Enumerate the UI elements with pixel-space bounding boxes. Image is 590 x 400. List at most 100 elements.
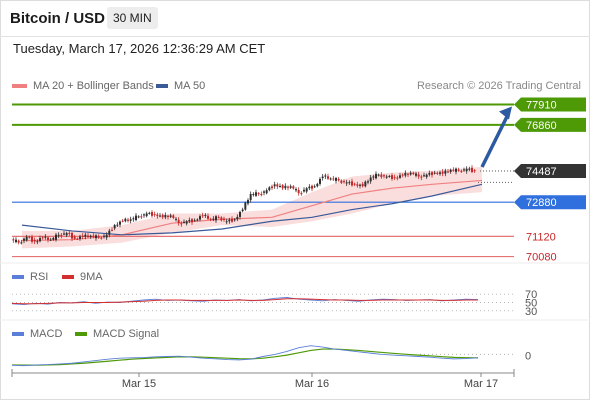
legend-rsi-ma: 9MA [62, 271, 103, 283]
level-tag-76860 [514, 117, 586, 132]
candle-body [153, 214, 156, 216]
candle-body [473, 170, 476, 172]
candle-body [175, 218, 177, 220]
candle-body [327, 176, 329, 179]
rsi-ma-legend-label: 9MA [80, 271, 103, 283]
candle-body [199, 216, 201, 220]
candle-body [420, 176, 423, 178]
candle-body [145, 213, 148, 217]
candle-body [303, 189, 305, 192]
candle-body [375, 173, 377, 179]
candle-body [319, 178, 321, 184]
candle-body [143, 214, 145, 216]
candle-body [356, 184, 359, 186]
candle-body [95, 235, 97, 239]
rsi-line [11, 297, 479, 306]
candle-body [12, 239, 15, 241]
candle-body [73, 236, 76, 239]
candle-body [457, 169, 460, 171]
candle-body [441, 171, 444, 174]
candle-body [39, 238, 41, 242]
candle-body [260, 194, 263, 196]
candle-body [423, 175, 425, 177]
forecast-arrow-head [499, 106, 512, 120]
candle-body [233, 219, 236, 221]
candle-body [28, 236, 31, 238]
ma50-line [21, 183, 483, 236]
candle-body [249, 194, 252, 201]
candle-body [244, 202, 247, 210]
candle-body [151, 212, 153, 216]
candle-body [279, 186, 281, 188]
candle-body [185, 221, 188, 224]
candle-body [460, 170, 463, 172]
candle-body [263, 191, 265, 193]
candle-body [103, 235, 105, 237]
candle-body [215, 216, 217, 221]
candle-body [209, 218, 212, 220]
macd-swatch [12, 332, 24, 336]
ma50-legend-label: MA 50 [174, 80, 206, 92]
candle-body [100, 237, 103, 239]
timeframe-badge[interactable]: 30 MIN [107, 7, 158, 29]
forecast-arrow-shaft [480, 113, 510, 168]
candle-body [196, 219, 199, 221]
candle-body [436, 172, 439, 174]
candle-body [431, 172, 433, 176]
candle-body [324, 175, 327, 177]
candle-body [377, 174, 380, 176]
macd-legend-label: MACD [30, 328, 63, 340]
research-credit: Research © 2026 Trading Central [416, 80, 581, 92]
candle-body [113, 225, 116, 229]
candle-body [65, 232, 68, 236]
candle-body [193, 220, 196, 222]
ma20-line [21, 179, 483, 242]
candle-body [388, 176, 391, 178]
chart-header: Bitcoin / USD 30 MIN [0, 0, 590, 37]
candle-body [468, 168, 471, 170]
candle-body [167, 215, 169, 217]
candle-body [169, 215, 172, 217]
candle-body [135, 215, 137, 221]
rsi-ma-swatch [62, 275, 74, 279]
candle-body [132, 218, 135, 220]
bollinger-band [22, 166, 482, 249]
candle-body [257, 193, 260, 195]
candle-body [241, 209, 244, 212]
rsi-tick-70: 70 [525, 289, 537, 301]
candle-body [217, 217, 220, 219]
macd-zero-tick: 0 [525, 350, 531, 362]
candle-body [180, 223, 183, 225]
ma20-legend-label: MA 20 + Bollinger Bands [33, 80, 154, 92]
candle-body [25, 236, 28, 241]
last-price-tag [514, 163, 586, 178]
candle-body [119, 221, 121, 225]
candle-body [447, 171, 449, 173]
candle-body [231, 218, 233, 222]
candle-body [353, 183, 356, 185]
candle-body [239, 211, 241, 217]
last-price-label: 74487 [526, 166, 557, 178]
candle-body [444, 170, 447, 174]
candle-body [236, 216, 239, 220]
candle-body [121, 220, 124, 222]
candle-body [284, 185, 287, 189]
candle-body [47, 237, 49, 240]
legend-ma50: MA 50 [156, 80, 205, 92]
candle-body [308, 186, 311, 189]
candle-body [295, 189, 297, 191]
candle-body [97, 236, 100, 238]
level-tag-77910 [514, 97, 586, 112]
candle-body [380, 174, 383, 178]
candle-body [372, 176, 375, 178]
candle-body [367, 181, 369, 183]
candle-body [409, 172, 412, 175]
candle-body [191, 219, 193, 223]
candle-body [129, 219, 132, 221]
x-tick-label: Mar 17 [464, 378, 498, 390]
candle-body [44, 236, 47, 238]
candle-body [161, 214, 164, 218]
candle-body [188, 220, 191, 222]
rsi-tick-50: 50 [525, 298, 537, 310]
candle-body [71, 233, 73, 239]
